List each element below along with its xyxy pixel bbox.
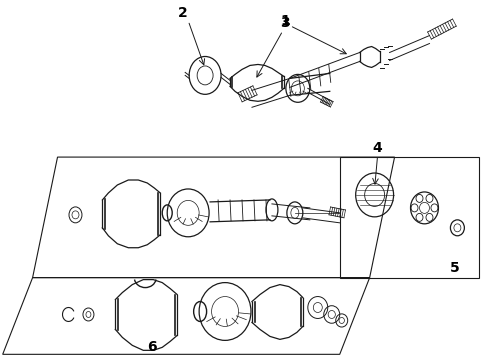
Text: 2: 2 (178, 6, 188, 20)
Text: 3: 3 (280, 15, 290, 30)
Text: 5: 5 (449, 261, 459, 275)
Text: 6: 6 (147, 340, 157, 354)
Text: 4: 4 (373, 141, 383, 155)
Text: 1: 1 (280, 14, 290, 28)
